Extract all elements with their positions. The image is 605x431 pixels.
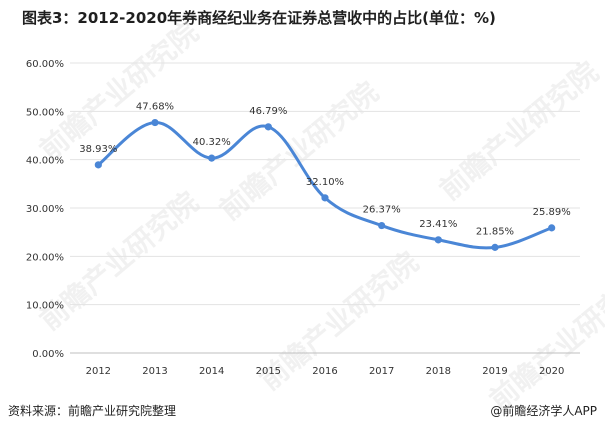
x-tick-label: 2012 xyxy=(86,366,111,377)
y-axis: 0.00% 10.00% 20.00% 30.00% 40.00% 50.00% 60.00… xyxy=(26,59,64,360)
data-label: 23.41% xyxy=(419,219,457,230)
data-label: 40.32% xyxy=(193,137,231,148)
data-label: 32.10% xyxy=(306,177,344,188)
data-point xyxy=(434,236,442,244)
data-point xyxy=(321,194,329,202)
data-point xyxy=(491,243,499,251)
x-tick-label: 2020 xyxy=(539,366,564,377)
y-tick-label: 40.00% xyxy=(26,156,64,167)
y-tick-label: 30.00% xyxy=(26,204,64,215)
series-group xyxy=(94,118,556,251)
data-label: 26.37% xyxy=(363,205,401,216)
x-tick-label: 2016 xyxy=(312,366,337,377)
data-labels: 38.93% 47.68% 40.32% 46.79% 32.10% 26.37% 23.4… xyxy=(79,102,570,238)
x-tick-label: 2018 xyxy=(426,366,451,377)
data-point xyxy=(151,118,159,127)
data-label: 46.79% xyxy=(249,106,287,117)
data-label: 25.89% xyxy=(533,207,571,218)
x-tick-label: 2019 xyxy=(482,366,507,377)
y-tick-label: 60.00% xyxy=(26,59,64,70)
source-note: 资料来源：前瞻产业研究院整理 xyxy=(8,404,177,418)
y-tick-label: 0.00% xyxy=(32,349,64,360)
credit-note: @前瞻经济学人APP xyxy=(490,404,597,418)
x-tick-label: 2014 xyxy=(199,366,224,377)
y-tick-label: 20.00% xyxy=(26,252,64,263)
data-point xyxy=(94,161,102,169)
data-point xyxy=(378,221,386,230)
data-point xyxy=(208,154,216,162)
y-tick-label: 50.00% xyxy=(26,107,64,118)
x-axis: 2012 2013 2014 2015 2016 2017 2018 2019 2020 xyxy=(86,366,565,377)
chart-title: 图表3：2012-2020年券商经纪业务在证券总营收中的占比(单位：%) xyxy=(22,9,496,27)
data-label: 21.85% xyxy=(476,226,514,237)
data-label: 38.93% xyxy=(79,144,117,155)
data-point xyxy=(548,224,556,232)
x-tick-label: 2015 xyxy=(256,366,281,377)
data-point xyxy=(264,123,272,131)
data-label: 47.68% xyxy=(136,102,174,113)
x-tick-label: 2017 xyxy=(369,366,394,377)
gridlines xyxy=(70,62,580,354)
y-tick-label: 10.00% xyxy=(26,301,64,312)
series-line xyxy=(96,121,554,250)
x-tick-label: 2013 xyxy=(142,366,167,377)
